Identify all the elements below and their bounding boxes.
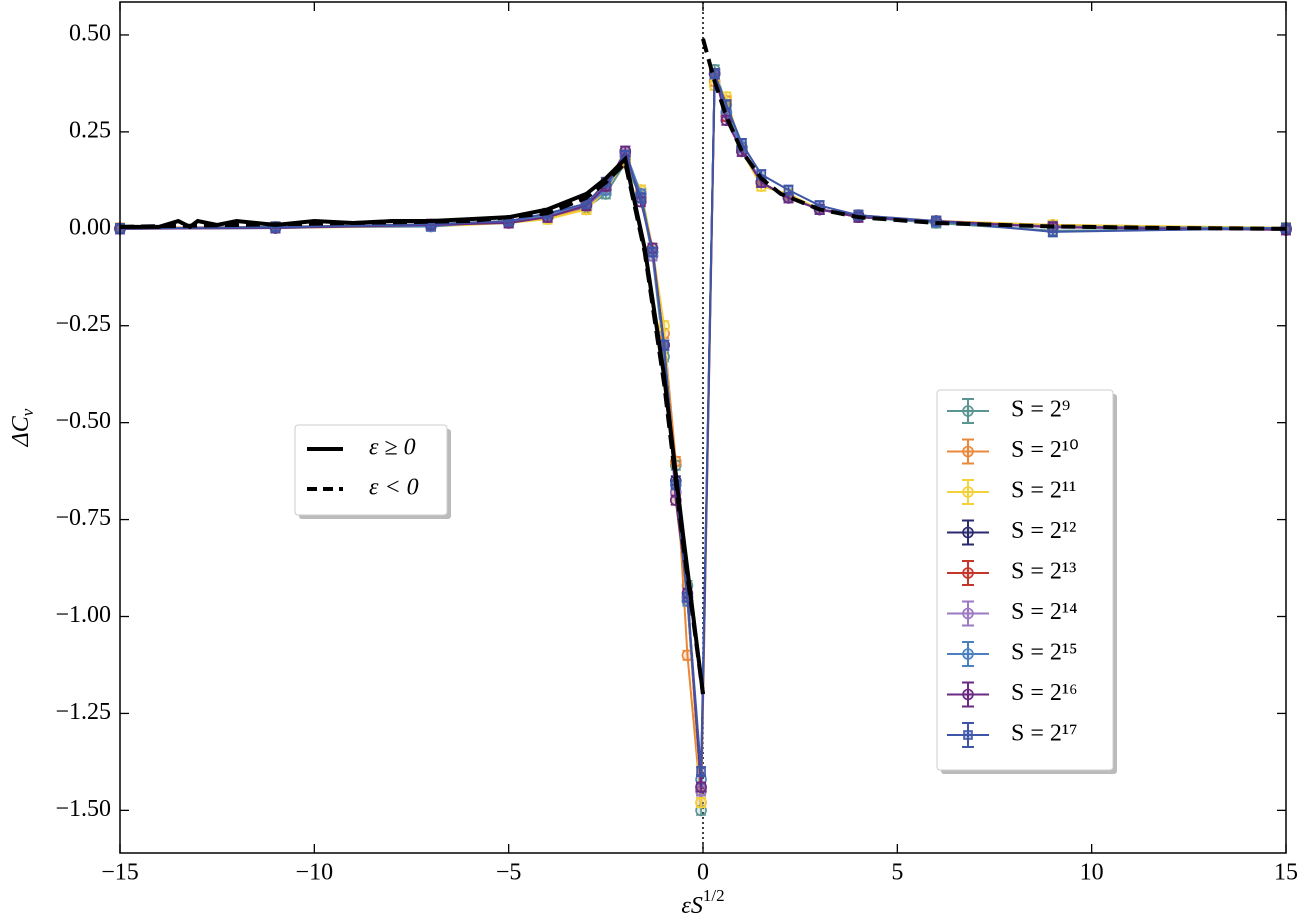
x-tick-label: −5 xyxy=(496,860,522,886)
legend-error-bar xyxy=(962,722,974,748)
legend-error-bar xyxy=(962,560,974,586)
legend-error-bar xyxy=(962,600,974,627)
y-tick-label: 0.50 xyxy=(69,20,111,46)
y-tick-label: −1.50 xyxy=(55,796,111,822)
legend-error-bar xyxy=(962,681,974,708)
marker xyxy=(962,486,974,498)
x-tick-label: 10 xyxy=(1080,860,1104,886)
legend xyxy=(936,389,1114,771)
y-tick-label: 0.25 xyxy=(69,117,111,143)
marker xyxy=(647,247,658,257)
theory-line xyxy=(119,38,1287,695)
x-tick-label: 0 xyxy=(697,860,709,886)
x-tick-label: 5 xyxy=(891,860,903,886)
x-axis-label: εS1/2 xyxy=(681,886,724,919)
marker xyxy=(962,405,974,417)
marker xyxy=(962,688,974,701)
legend-error-bar xyxy=(962,641,974,667)
plot-frame xyxy=(119,1,1287,854)
y-axis-label-text: ΔC xyxy=(8,415,34,447)
y-tick-label: −0.75 xyxy=(55,505,111,531)
marker xyxy=(962,526,974,539)
marker xyxy=(695,781,707,793)
legend-error-bar xyxy=(962,479,974,505)
marker xyxy=(709,68,720,79)
x-tick-label: −15 xyxy=(101,860,139,886)
marker xyxy=(696,766,706,777)
y-tick-label: 0.00 xyxy=(69,214,111,240)
y-tick-label: −1.25 xyxy=(55,699,111,725)
x-tick-label: −10 xyxy=(296,860,334,886)
marker xyxy=(962,445,974,458)
legend-error-bar xyxy=(962,519,974,546)
marker xyxy=(1048,227,1058,237)
legend-error-bar xyxy=(962,398,974,424)
y-tick-label: −0.50 xyxy=(55,408,111,434)
y-axis-label: ΔCv xyxy=(8,408,37,447)
legend-label: ε ≥ 0 xyxy=(369,435,416,461)
y-axis-label-subscript: v xyxy=(18,408,37,416)
legend-label: S = 2¹⁴ xyxy=(1011,599,1077,625)
y-tick-label: −1.00 xyxy=(55,602,111,628)
marker xyxy=(783,185,794,195)
legend-error-bar xyxy=(962,438,974,465)
marker xyxy=(962,567,974,579)
x-tick-label: 15 xyxy=(1274,860,1298,886)
x-axis-label-superscript: 1/2 xyxy=(703,886,725,905)
legend-label: ε < 0 xyxy=(369,475,419,501)
marker xyxy=(962,648,974,660)
legend-label: S = 2¹⁵ xyxy=(1011,640,1077,666)
marker xyxy=(636,192,646,203)
legend-label: S = 2¹⁰ xyxy=(1011,437,1079,463)
y-tick-label: −0.25 xyxy=(55,311,111,337)
legend-label: S = 2¹² xyxy=(1011,518,1076,544)
legend-label: S = 2¹⁷ xyxy=(1011,721,1077,747)
marker xyxy=(963,730,973,740)
legend-label: S = 2⁹ xyxy=(1011,397,1070,423)
marker xyxy=(962,607,974,620)
marker xyxy=(695,796,707,809)
legend-label: S = 2¹¹ xyxy=(1011,478,1076,504)
x-axis-label-text: εS xyxy=(681,893,702,919)
legend-label: S = 2¹³ xyxy=(1011,559,1076,585)
legend-label: S = 2¹⁶ xyxy=(1011,680,1077,706)
